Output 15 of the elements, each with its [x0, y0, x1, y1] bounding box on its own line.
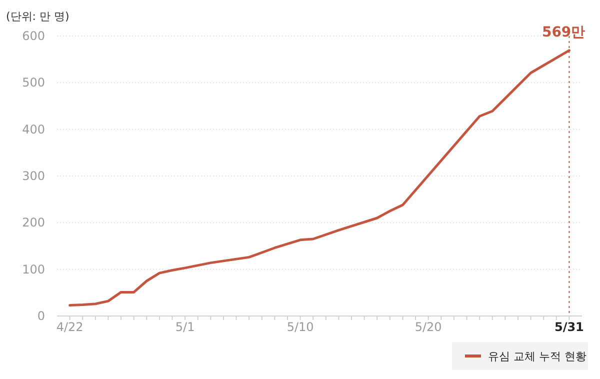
x-tick-label: 5/10: [286, 320, 314, 334]
x-tick-label: 5/1: [175, 320, 195, 334]
x-tick-label: 5/20: [414, 320, 442, 334]
y-tick-label: 0: [37, 309, 45, 323]
legend-label: 유심 교체 누적 현황: [488, 350, 586, 363]
y-tick-label: 100: [22, 262, 45, 276]
x-tick-label: 5/31: [554, 320, 584, 334]
y-tick-label: 500: [22, 76, 45, 90]
y-tick-label: 200: [22, 216, 45, 230]
y-tick-label: 400: [22, 122, 45, 136]
y-tick-label: 300: [22, 169, 45, 183]
y-axis-title: (단위: 만 명): [6, 10, 70, 23]
annotation: 569만: [542, 24, 586, 40]
y-tick-label: 600: [22, 29, 45, 43]
x-tick-label: 4/22: [56, 320, 84, 334]
